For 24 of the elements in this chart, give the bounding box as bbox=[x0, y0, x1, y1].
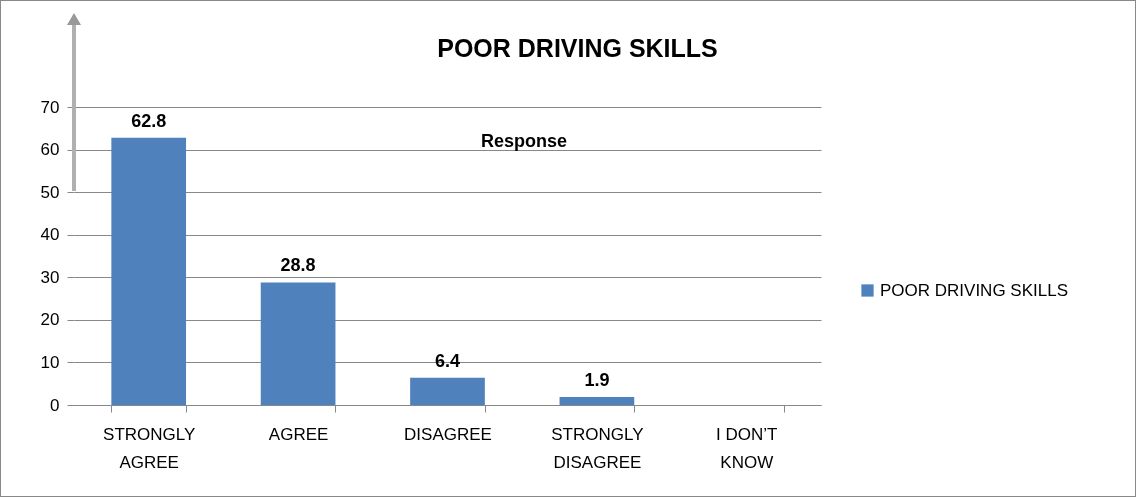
data-label: 62.8 bbox=[131, 110, 167, 131]
x-tick-label: I DON’T KNOW bbox=[716, 424, 778, 472]
x-tick-label: DISAGREE bbox=[404, 424, 492, 444]
y-tick-label: 70 bbox=[40, 97, 60, 117]
x-tick-label: STRONGLY AGREE bbox=[103, 424, 196, 472]
bar bbox=[111, 137, 187, 405]
data-label: 1.9 bbox=[584, 369, 610, 390]
bar bbox=[260, 282, 336, 405]
legend-label: POOR DRIVING SKILLS bbox=[880, 280, 1068, 300]
x-tick-label: STRONGLY DISAGREE bbox=[551, 424, 644, 472]
bar bbox=[410, 377, 485, 405]
y-tick-label: 20 bbox=[40, 310, 60, 330]
chart-title: POOR DRIVING SKILLS bbox=[437, 34, 718, 62]
y-tick-label: 30 bbox=[40, 267, 60, 287]
x-tick-label: AGREE bbox=[268, 424, 329, 444]
y-tick-label: 60 bbox=[40, 140, 60, 160]
y-tick-label: 0 bbox=[50, 395, 60, 415]
y-tick-label: 40 bbox=[40, 225, 60, 245]
y-tick-label: 10 bbox=[40, 352, 60, 372]
bar bbox=[559, 396, 635, 405]
data-label: 6.4 bbox=[434, 350, 461, 371]
annotation: Response bbox=[480, 131, 568, 151]
data-label: 28.8 bbox=[280, 255, 316, 276]
y-tick-label: 50 bbox=[40, 182, 60, 202]
